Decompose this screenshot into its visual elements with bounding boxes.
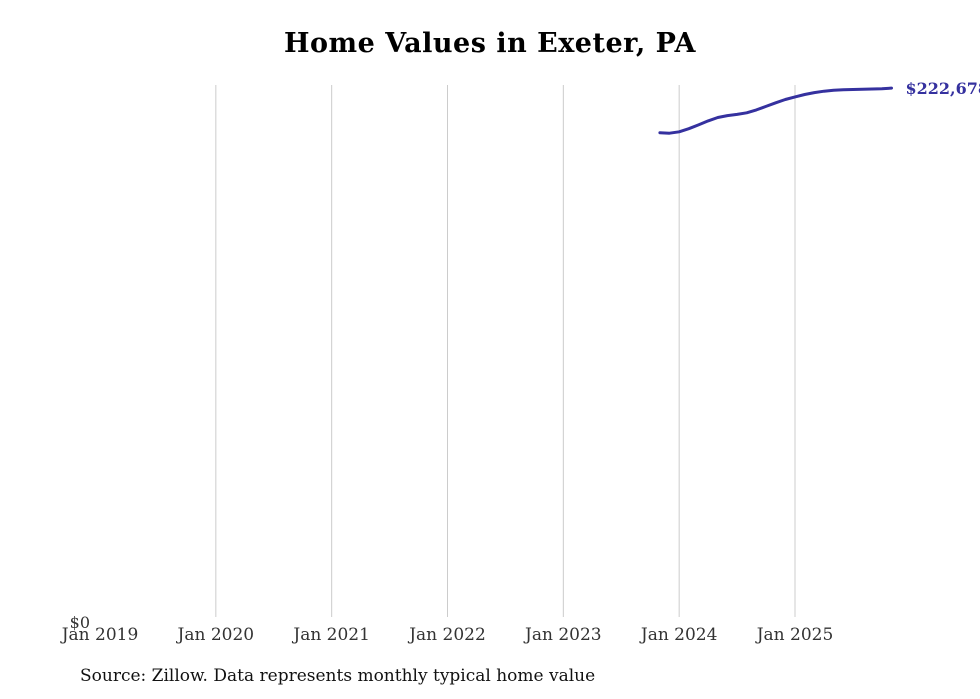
chart-title: Home Values in Exeter, PA bbox=[284, 28, 696, 59]
gridlines bbox=[215, 85, 796, 617]
x-tick-label: Jan 2020 bbox=[176, 625, 255, 645]
home-value-line bbox=[658, 86, 893, 135]
y-axis-zero-label: $0 bbox=[70, 613, 90, 632]
x-tick-label: Jan 2022 bbox=[407, 625, 486, 645]
x-tick-label: Jan 2025 bbox=[755, 625, 834, 645]
end-value-label: $222,678 bbox=[906, 79, 980, 98]
source-note: Source: Zillow. Data represents monthly … bbox=[80, 666, 596, 686]
x-axis-tick-labels: Jan 2019 Jan 2020 Jan 2021 Jan 2022 Jan 2023… bbox=[60, 625, 834, 645]
x-tick-label: Jan 2023 bbox=[523, 625, 602, 645]
x-tick-label: Jan 2024 bbox=[639, 625, 718, 645]
x-tick-label: Jan 2021 bbox=[291, 625, 370, 645]
x-tick-label: Jan 2019 bbox=[60, 625, 139, 645]
